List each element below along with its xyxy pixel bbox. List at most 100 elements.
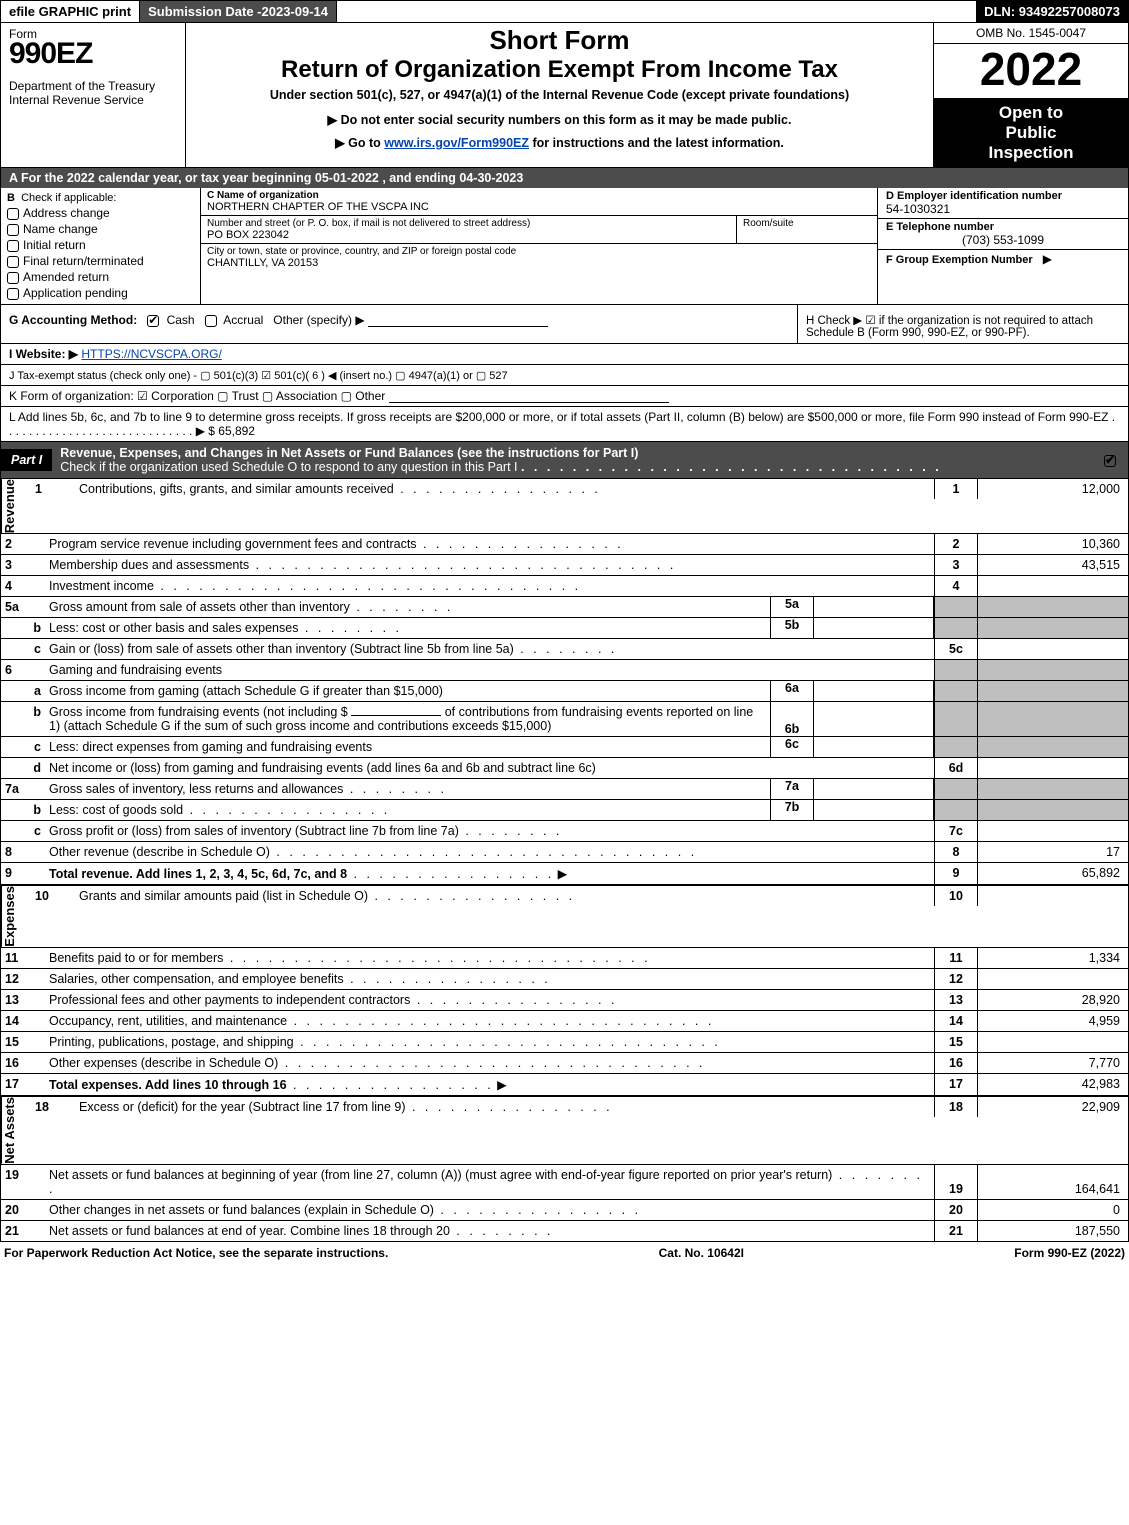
line-16: 16 Other expenses (describe in Schedule … — [1, 1053, 1128, 1074]
line-num: d — [1, 758, 45, 778]
dots-icon — [521, 460, 942, 474]
section-l: L Add lines 5b, 6c, and 7b to line 9 to … — [0, 407, 1129, 442]
line-20: 20 Other changes in net assets or fund b… — [1, 1200, 1128, 1221]
footer-right: Form 990-EZ (2022) — [1014, 1246, 1125, 1260]
line-box: 10 — [934, 886, 978, 906]
line-desc-text: Net assets or fund balances at beginning… — [49, 1168, 832, 1182]
line-15: 15 Printing, publications, postage, and … — [1, 1032, 1128, 1053]
line-amt: 42,983 — [978, 1074, 1128, 1095]
line-desc-text: Benefits paid to or for members — [49, 951, 223, 965]
checkbox-icon — [7, 224, 19, 236]
open-line-2: Public — [936, 123, 1126, 143]
line-box: 14 — [934, 1011, 978, 1031]
g-other-input[interactable] — [368, 326, 548, 327]
dots-icon — [450, 1224, 554, 1238]
org-name-cell: C Name of organization NORTHERN CHAPTER … — [201, 188, 877, 216]
line-7b: b Less: cost of goods sold 7b — [1, 800, 1128, 821]
dots-icon — [514, 642, 618, 656]
inner-box: 6a — [770, 681, 814, 701]
line-desc: Gross sales of inventory, less returns a… — [45, 779, 770, 799]
k-other-input[interactable] — [389, 402, 669, 403]
goto-link[interactable]: www.irs.gov/Form990EZ — [384, 136, 529, 150]
line-box: 8 — [934, 842, 978, 862]
chk-label: Amended return — [23, 270, 109, 284]
line-6b: b Gross income from fundraising events (… — [1, 702, 1128, 737]
part-i-bar: Part I Revenue, Expenses, and Changes in… — [0, 442, 1129, 478]
line-2: 2 Program service revenue including gove… — [1, 534, 1128, 555]
section-k: K Form of organization: ☑ Corporation ▢ … — [0, 386, 1129, 407]
line-desc-text: Excess or (deficit) for the year (Subtra… — [79, 1100, 406, 1114]
line-6b-blank[interactable] — [351, 715, 441, 716]
checkbox-icon — [7, 240, 19, 252]
line-num: b — [1, 618, 45, 638]
line-6a: a Gross income from gaming (attach Sched… — [1, 681, 1128, 702]
line-desc: Other expenses (describe in Schedule O) — [45, 1053, 934, 1073]
chk-name-change[interactable]: Name change — [7, 222, 194, 236]
line-desc: Total revenue. Add lines 1, 2, 3, 4, 5c,… — [45, 863, 934, 884]
part-i-check[interactable] — [1096, 449, 1128, 471]
section-j: J Tax-exempt status (check only one) - ▢… — [0, 365, 1129, 386]
checkbox-icon[interactable] — [205, 315, 217, 327]
form-meta-block: OMB No. 1545-0047 2022 Open to Public In… — [933, 23, 1128, 167]
line-amt: 12,000 — [978, 479, 1128, 499]
return-title: Return of Organization Exempt From Incom… — [192, 56, 927, 84]
section-l-text: L Add lines 5b, 6c, and 7b to line 9 to … — [9, 410, 1115, 438]
chk-initial-return[interactable]: Initial return — [7, 238, 194, 252]
website-link[interactable]: HTTPS://NCVSCPA.ORG/ — [81, 347, 221, 361]
inner-amt — [814, 597, 934, 617]
line-box: 13 — [934, 990, 978, 1010]
chk-address-change[interactable]: Address change — [7, 206, 194, 220]
line-num: 21 — [1, 1221, 45, 1241]
chk-amended-return[interactable]: Amended return — [7, 270, 194, 284]
line-num: 6 — [1, 660, 45, 680]
part-i-subtitle: Check if the organization used Schedule … — [60, 460, 517, 474]
line-desc: Professional fees and other payments to … — [45, 990, 934, 1010]
line-1: Revenue 1 Contributions, gifts, grants, … — [1, 478, 1128, 534]
line-desc: Other changes in net assets or fund bala… — [45, 1200, 934, 1220]
line-5b: b Less: cost or other basis and sales ex… — [1, 618, 1128, 639]
line-num: 15 — [1, 1032, 45, 1052]
line-desc: Program service revenue including govern… — [45, 534, 934, 554]
line-num: c — [1, 639, 45, 659]
efile-print[interactable]: efile GRAPHIC print — [1, 1, 140, 22]
part-i-title-text: Revenue, Expenses, and Changes in Net As… — [60, 446, 638, 460]
omb-number: OMB No. 1545-0047 — [934, 23, 1128, 44]
inner-amt — [814, 779, 934, 799]
line-desc: Less: direct expenses from gaming and fu… — [45, 737, 770, 757]
section-b-text: Check if applicable: — [21, 192, 116, 204]
footer-right-form: 990-EZ — [1048, 1246, 1087, 1260]
ssn-warning: ▶ Do not enter social security numbers o… — [192, 112, 927, 127]
line-box: 4 — [934, 576, 978, 596]
checkbox-icon[interactable] — [147, 315, 159, 327]
line-amt — [978, 758, 1128, 778]
inner-amt — [814, 702, 934, 736]
line-amt: 10,360 — [978, 534, 1128, 554]
form-header: Form 990EZ Department of the Treasury In… — [0, 23, 1129, 168]
street-value: PO BOX 223042 — [207, 229, 730, 241]
line-desc: Other revenue (describe in Schedule O) — [45, 842, 934, 862]
line-amt — [978, 969, 1128, 989]
line-box: 1 — [934, 479, 978, 499]
submission-date-value: 2023-09-14 — [262, 4, 329, 19]
city-cell: City or town, state or province, country… — [201, 244, 877, 271]
arrow-right-icon: ▶ — [1043, 252, 1052, 266]
chk-final-return[interactable]: Final return/terminated — [7, 254, 194, 268]
dots-icon — [287, 1014, 714, 1028]
line-19: 19 Net assets or fund balances at beginn… — [1, 1165, 1128, 1200]
dots-icon — [183, 803, 390, 817]
inner-box: 5b — [770, 618, 814, 638]
chk-application-pending[interactable]: Application pending — [7, 286, 194, 300]
street-label: Number and street (or P. O. box, if mail… — [207, 218, 730, 229]
line-box: 3 — [934, 555, 978, 575]
line-desc-text: Grants and similar amounts paid (list in… — [79, 889, 368, 903]
line-num: 16 — [1, 1053, 45, 1073]
line-amt-shade — [978, 800, 1128, 820]
line-18: Net Assets 18 Excess or (deficit) for th… — [1, 1097, 1128, 1165]
line-num: b — [1, 702, 45, 736]
line-box-shade — [934, 737, 978, 757]
line-box-shade — [934, 702, 978, 736]
checkbox-icon — [7, 272, 19, 284]
chk-label: Address change — [23, 206, 110, 220]
checkbox-icon — [7, 256, 19, 268]
dots-icon — [350, 600, 454, 614]
